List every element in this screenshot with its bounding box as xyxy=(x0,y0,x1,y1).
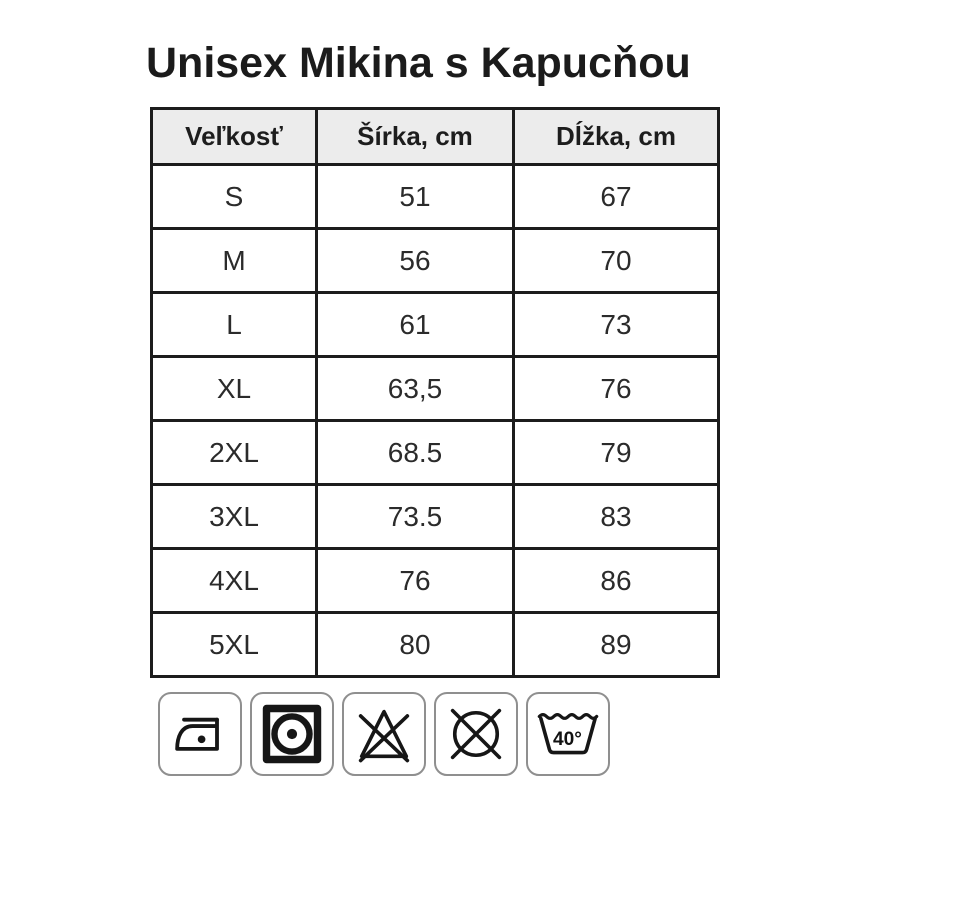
cell-width: 61 xyxy=(315,291,515,359)
table-row: L 61 73 xyxy=(150,291,720,359)
do-not-bleach-icon xyxy=(342,692,426,777)
cell-size: M xyxy=(150,227,318,295)
cell-width: 80 xyxy=(315,611,515,679)
size-table-body: S 51 67 M 56 70 L 61 73 XL 63,5 76 2XL 6… xyxy=(150,163,720,679)
cell-width: 68.5 xyxy=(315,419,515,487)
cell-size: XL xyxy=(150,355,318,423)
care-icons-row: 40° xyxy=(158,692,960,777)
table-row: XL 63,5 76 xyxy=(150,355,720,423)
table-row: M 56 70 xyxy=(150,227,720,295)
cell-size: 4XL xyxy=(150,547,318,615)
table-row: 2XL 68.5 79 xyxy=(150,419,720,487)
cell-length: 73 xyxy=(512,291,720,359)
tumble-dry-icon xyxy=(250,692,334,777)
wash-temp-label: 40° xyxy=(553,729,582,750)
cell-width: 73.5 xyxy=(315,483,515,551)
cell-size: S xyxy=(150,163,318,231)
cell-width: 63,5 xyxy=(315,355,515,423)
cell-length: 70 xyxy=(512,227,720,295)
table-row: 5XL 80 89 xyxy=(150,611,720,679)
col-header-width: Šírka, cm xyxy=(315,107,515,167)
cell-width: 76 xyxy=(315,547,515,615)
size-table: Veľkosť Šírka, cm Dĺžka, cm S 51 67 M 56… xyxy=(150,107,720,679)
col-header-size: Veľkosť xyxy=(150,107,318,167)
cell-size: 2XL xyxy=(150,419,318,487)
table-row: S 51 67 xyxy=(150,163,720,231)
cell-size: 5XL xyxy=(150,611,318,679)
table-row: 4XL 76 86 xyxy=(150,547,720,615)
page-title: Unisex Mikina s Kapucňou xyxy=(146,39,691,87)
cell-size: 3XL xyxy=(150,483,318,551)
cell-width: 56 xyxy=(315,227,515,295)
wash-40-icon: 40° xyxy=(526,692,610,777)
cell-width: 51 xyxy=(315,163,515,231)
cell-length: 76 xyxy=(512,355,720,423)
col-header-length: Dĺžka, cm xyxy=(512,107,720,167)
do-not-dry-clean-icon xyxy=(434,692,518,777)
table-header-row: Veľkosť Šírka, cm Dĺžka, cm xyxy=(150,107,720,167)
table-row: 3XL 73.5 83 xyxy=(150,483,720,551)
cell-length: 86 xyxy=(512,547,720,615)
cell-length: 89 xyxy=(512,611,720,679)
cell-length: 79 xyxy=(512,419,720,487)
cell-size: L xyxy=(150,291,318,359)
cell-length: 67 xyxy=(512,163,720,231)
cell-length: 83 xyxy=(512,483,720,551)
iron-low-icon xyxy=(158,692,242,777)
